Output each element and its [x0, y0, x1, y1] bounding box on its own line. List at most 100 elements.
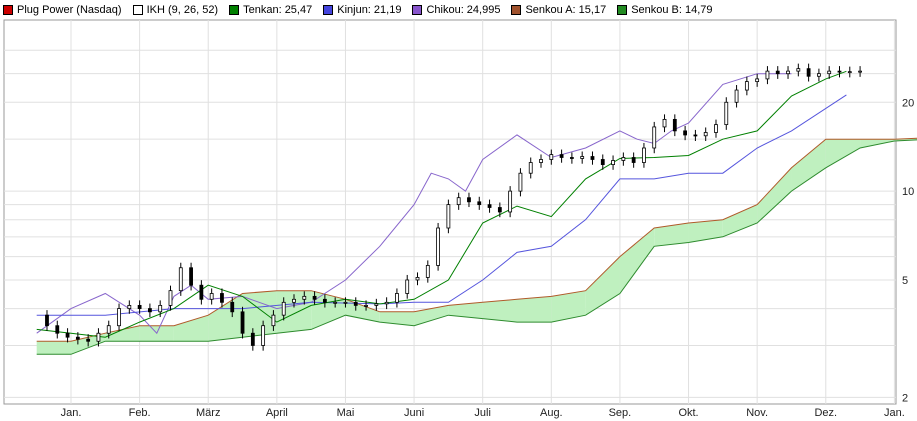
x-tick-label: Mai — [337, 407, 355, 419]
candle-body — [137, 305, 142, 309]
candle-body — [652, 126, 657, 149]
candle-body — [497, 207, 502, 213]
x-tick-label: Juni — [404, 407, 424, 419]
senkou-a-line — [36, 137, 917, 342]
cloud-segment — [585, 256, 620, 316]
cloud-segment — [276, 290, 312, 334]
legend-swatch-senkou-b — [617, 5, 628, 15]
candle-body — [631, 157, 636, 163]
cloud-segment — [654, 222, 689, 247]
candle-body — [86, 338, 91, 342]
x-tick-label: März — [196, 407, 220, 419]
candle-body — [508, 190, 513, 213]
candle-body — [683, 130, 688, 136]
x-tick-label: Jan. — [884, 407, 905, 419]
candle-body — [220, 293, 224, 303]
candle-body — [250, 332, 255, 346]
candle-body — [117, 308, 121, 327]
candle-body — [693, 134, 698, 137]
y-tick-label: 10 — [902, 186, 914, 198]
candle-body — [539, 159, 543, 163]
candle-body — [775, 70, 780, 75]
cloud-segment — [173, 315, 209, 342]
candle-body — [343, 301, 348, 304]
x-tick-label: Feb. — [129, 407, 151, 419]
candle-body — [817, 73, 821, 77]
cloud-segment — [688, 219, 723, 243]
y-tick-label: 5 — [902, 275, 908, 287]
legend-label-tenkan: Tenkan: 25,47 — [243, 4, 313, 16]
legend-swatch-chikou — [412, 5, 423, 15]
candle-body — [65, 332, 70, 338]
legend-swatch-ikh — [132, 5, 143, 15]
candle-body — [364, 305, 368, 307]
candle-body — [847, 71, 852, 74]
legend-item-tenkan[interactable]: Tenkan: 25,47 — [229, 4, 312, 16]
candle-body — [312, 295, 317, 300]
candle-body — [642, 147, 646, 163]
legend-item-chikou[interactable]: Chikou: 24,995 — [412, 4, 500, 16]
legend-label-ikh: IKH (9, 26, 52) — [146, 4, 219, 16]
cloud-segment — [619, 227, 655, 294]
legend-label-chikou: Chikou: 24,995 — [426, 4, 501, 16]
legend-item-kinjun[interactable]: Kinjun: 21,19 — [323, 4, 401, 16]
cloud-segment — [379, 311, 415, 326]
candle-body — [796, 68, 801, 72]
candle-body — [55, 325, 60, 334]
candle-body — [600, 159, 605, 165]
cloud-segment — [105, 325, 140, 342]
legend-swatch-kinjun — [323, 5, 334, 15]
legend-item-senkou-a[interactable]: Senkou A: 15,17 — [511, 4, 606, 16]
candle-body — [178, 267, 183, 292]
candle-body — [106, 325, 111, 334]
candle-body — [487, 204, 492, 208]
candle-body — [580, 156, 585, 159]
candle-body — [744, 81, 749, 91]
candle-body — [467, 197, 471, 203]
legend-item-senkou-b[interactable]: Senkou B: 14,79 — [617, 4, 713, 16]
candle-body — [209, 293, 214, 300]
cloud-segment — [722, 204, 758, 237]
candle-body — [302, 295, 307, 300]
candle-body — [322, 298, 327, 303]
candle-body — [806, 68, 811, 77]
candle-body — [528, 162, 533, 174]
candle-body — [714, 124, 718, 133]
legend: Plug Power (Nasdaq) IKH (9, 26, 52) Tenk… — [0, 0, 917, 20]
candle-body — [230, 301, 235, 313]
cloud-segment — [242, 290, 277, 338]
candle-body — [724, 101, 729, 126]
cloud-segment — [551, 290, 586, 323]
x-tick-label: Aug. — [540, 407, 563, 419]
legend-label-senkou-b: Senkou B: 14,79 — [631, 4, 713, 16]
candle-body — [353, 301, 358, 306]
legend-swatch-price — [3, 5, 13, 15]
y-tick-label: 2 — [902, 392, 908, 404]
legend-item-ikh[interactable]: IKH (9, 26, 52) — [132, 4, 219, 16]
candle-body — [858, 70, 862, 73]
candle-body — [662, 118, 667, 128]
y-tick-label: 20 — [902, 97, 914, 109]
legend-label-senkou-a: Senkou A: 15,17 — [525, 4, 607, 16]
x-tick-label: Jan. — [61, 407, 82, 419]
candle-body — [827, 70, 832, 75]
candle-body — [189, 267, 193, 286]
cloud-segment — [791, 139, 826, 192]
candle-body — [477, 201, 482, 206]
candle-body — [611, 160, 615, 165]
legend-label-price: Plug Power (Nasdaq) — [17, 4, 122, 16]
candle-body — [281, 301, 286, 316]
candle-body — [755, 78, 760, 83]
candle-body — [333, 301, 338, 304]
candle-body — [199, 284, 204, 300]
candle-body — [518, 172, 523, 192]
candle-body — [384, 301, 389, 305]
candle-body — [158, 305, 163, 313]
candle-body — [672, 118, 677, 132]
x-tick-label: Okt. — [678, 407, 698, 419]
candle-body — [559, 154, 564, 158]
candle-body — [837, 70, 842, 73]
legend-item-price[interactable]: Plug Power (Nasdaq) — [3, 4, 122, 16]
